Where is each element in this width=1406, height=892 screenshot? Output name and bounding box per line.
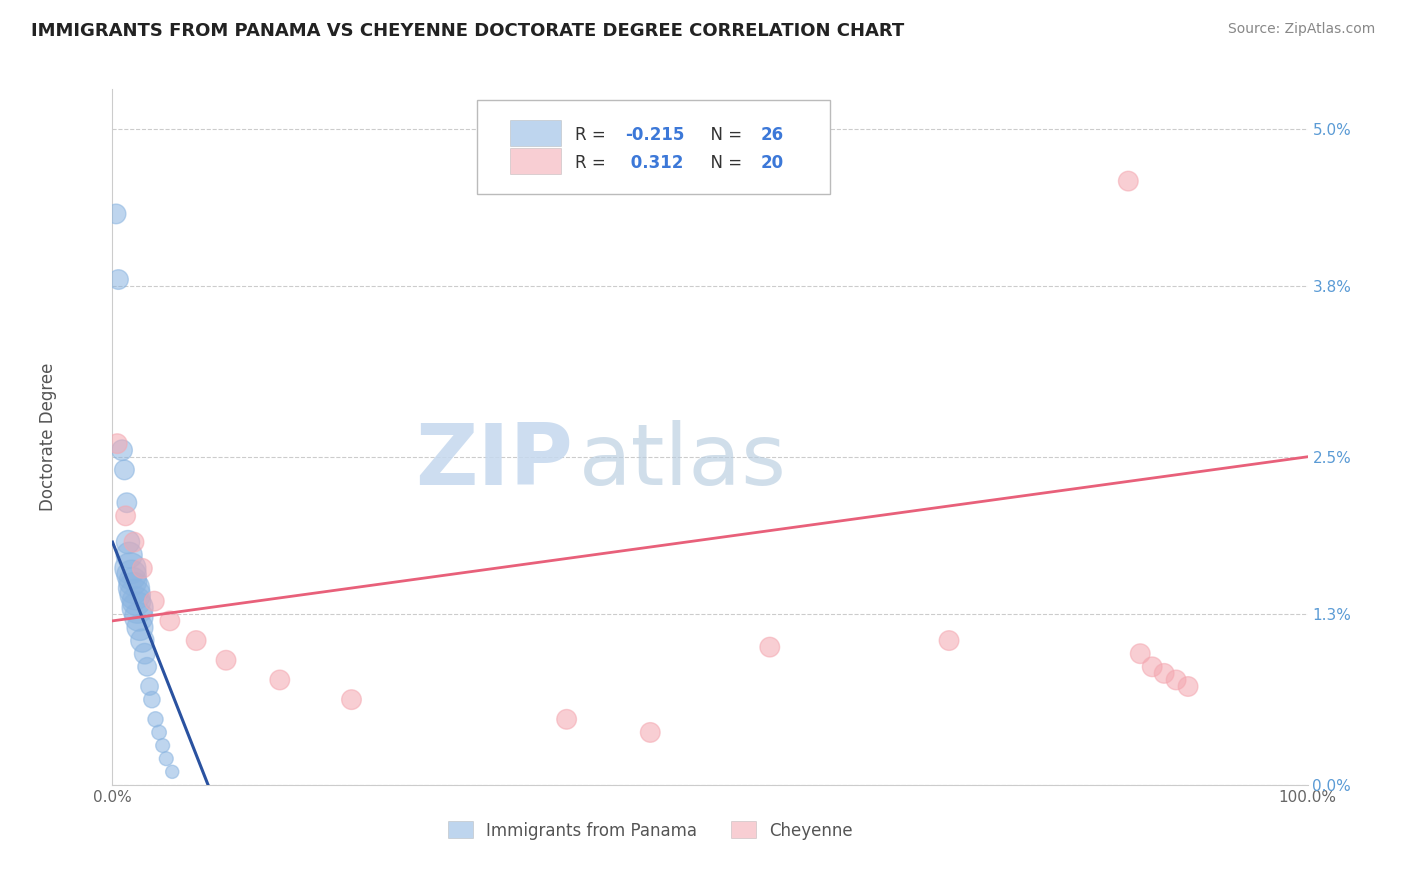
- Text: ZIP: ZIP: [415, 420, 572, 503]
- Point: [131, 633, 153, 648]
- Point: [127, 600, 149, 615]
- Point: [938, 633, 960, 648]
- Legend: Immigrants from Panama, Cheyenne: Immigrants from Panama, Cheyenne: [441, 814, 859, 847]
- Point: [759, 640, 782, 654]
- Point: [111, 443, 134, 458]
- Text: N =: N =: [700, 153, 748, 171]
- Point: [640, 725, 662, 739]
- Point: [555, 712, 578, 726]
- Point: [129, 620, 152, 634]
- Point: [115, 496, 138, 510]
- Point: [340, 692, 363, 706]
- Point: [121, 574, 143, 589]
- Point: [1118, 174, 1140, 188]
- Point: [118, 548, 141, 562]
- Point: [124, 588, 146, 602]
- Point: [122, 581, 145, 595]
- Point: [105, 207, 128, 221]
- Point: [105, 436, 128, 450]
- FancyBboxPatch shape: [510, 120, 561, 146]
- Point: [134, 647, 156, 661]
- Point: [114, 508, 136, 523]
- Text: R =: R =: [575, 126, 612, 144]
- Point: [215, 653, 238, 667]
- Point: [125, 594, 148, 608]
- Text: IMMIGRANTS FROM PANAMA VS CHEYENNE DOCTORATE DEGREE CORRELATION CHART: IMMIGRANTS FROM PANAMA VS CHEYENNE DOCTO…: [31, 22, 904, 40]
- Point: [122, 535, 145, 549]
- Point: [1153, 666, 1175, 681]
- Point: [162, 764, 183, 779]
- Point: [141, 692, 163, 706]
- Point: [136, 660, 159, 674]
- Point: [138, 680, 160, 694]
- FancyBboxPatch shape: [510, 148, 561, 175]
- Point: [1177, 680, 1199, 694]
- Text: R =: R =: [575, 153, 612, 171]
- Point: [128, 610, 150, 624]
- Point: [148, 725, 170, 739]
- Point: [131, 561, 153, 575]
- Point: [145, 712, 167, 726]
- Point: [186, 633, 208, 648]
- Text: 0.312: 0.312: [626, 153, 683, 171]
- Text: atlas: atlas: [579, 420, 786, 503]
- Point: [107, 272, 129, 286]
- Point: [114, 463, 135, 477]
- Point: [120, 561, 142, 575]
- Point: [1166, 673, 1188, 687]
- Text: Source: ZipAtlas.com: Source: ZipAtlas.com: [1227, 22, 1375, 37]
- Point: [121, 568, 143, 582]
- Text: 26: 26: [761, 126, 783, 144]
- Point: [155, 752, 177, 766]
- Point: [1142, 660, 1164, 674]
- Point: [117, 535, 139, 549]
- Point: [269, 673, 291, 687]
- Text: N =: N =: [700, 126, 748, 144]
- Y-axis label: Doctorate Degree: Doctorate Degree: [39, 363, 56, 511]
- Point: [152, 739, 174, 753]
- Point: [159, 614, 181, 628]
- Text: -0.215: -0.215: [626, 126, 685, 144]
- FancyBboxPatch shape: [477, 100, 830, 194]
- Text: 20: 20: [761, 153, 783, 171]
- Point: [1129, 647, 1152, 661]
- Point: [143, 594, 166, 608]
